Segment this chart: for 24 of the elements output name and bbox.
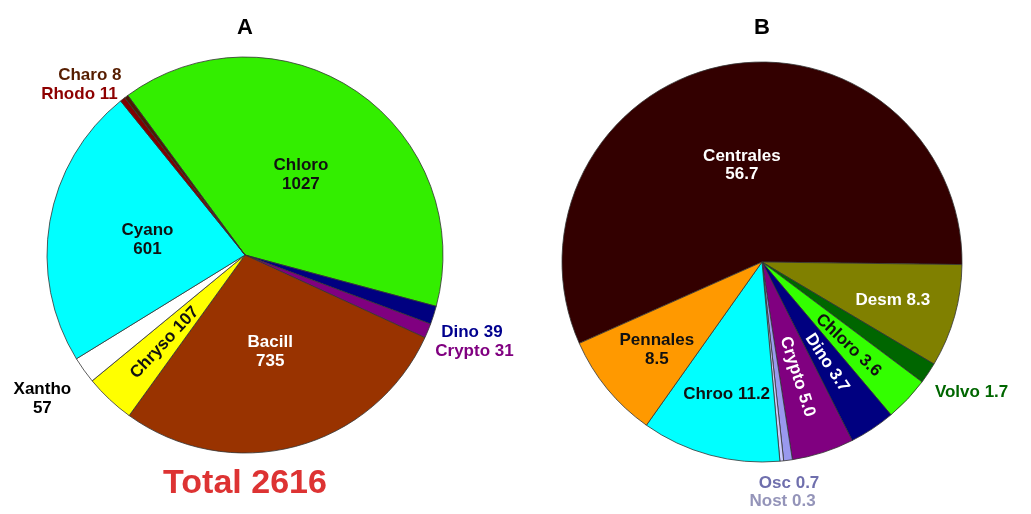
slice-label: Rhodo 11: [41, 83, 118, 103]
slice-label: Chloro: [273, 154, 329, 174]
slice-label: Volvo 1.7: [934, 382, 1009, 402]
slice-label: Osc 0.7: [758, 472, 820, 492]
chart-title: B: [754, 14, 770, 39]
slice-label: Desm 8.3: [855, 289, 931, 309]
chart-title: A: [237, 14, 254, 39]
data-label: 56.7: [725, 164, 759, 184]
data-label: 8.5: [645, 348, 669, 368]
data-label: 1027: [281, 173, 320, 193]
data-label: 57: [32, 398, 52, 417]
slice-label: Xantho: [13, 379, 72, 399]
slice-label: Cyano: [121, 219, 174, 239]
slice-label: Bacill: [247, 332, 293, 352]
slice-label: Pennales: [619, 329, 695, 349]
slice-label: Crypto 31: [435, 340, 514, 360]
slice-label: Centrales: [703, 145, 781, 165]
data-label: 735: [256, 351, 285, 371]
text: Total 2616: [163, 462, 327, 500]
slice-label: Nost 0.3: [749, 491, 816, 511]
slice-label: Charo 8: [58, 65, 122, 85]
slice-label: Dino 39: [441, 322, 503, 342]
slice-label: Chroo 11.2: [683, 384, 771, 404]
data-label: 601: [133, 238, 162, 258]
